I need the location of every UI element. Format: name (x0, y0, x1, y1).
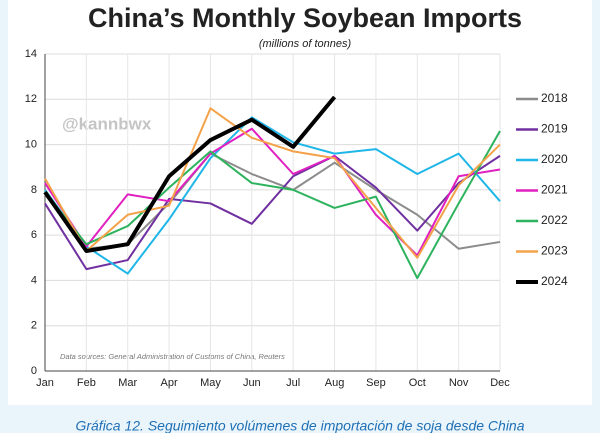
series-line (44, 107, 501, 259)
x-tick-label: Jul (286, 377, 300, 389)
watermark: @kannbwx (62, 114, 152, 133)
x-tick-label: Mar (118, 377, 137, 389)
series-line (44, 154, 501, 271)
x-tick-label: Jan (36, 377, 54, 389)
source-note: Data sources: General Administration of … (60, 352, 285, 361)
x-tick-label: Sep (366, 377, 386, 389)
x-tick-label: Aug (325, 377, 345, 389)
y-tick-label: 0 (31, 365, 37, 377)
x-tick-label: Oct (409, 377, 426, 389)
series-line (44, 130, 501, 280)
chart-title: China’s Monthly Soybean Imports (88, 3, 522, 33)
caption: Gráfica 12. Seguimiento volúmenes de imp… (75, 418, 524, 433)
y-tick-label: 6 (31, 229, 37, 241)
legend-label: 2022 (541, 213, 568, 227)
chart-panel (8, 0, 592, 405)
series-line (43, 95, 337, 253)
y-tick-label: 4 (31, 274, 37, 286)
x-tick-label: Nov (449, 377, 469, 389)
series-line (44, 116, 501, 275)
x-tick-label: May (200, 377, 221, 389)
x-tick-label: Apr (161, 377, 178, 389)
chart-subtitle: (millions of tonnes) (259, 38, 352, 50)
legend-label: 2021 (541, 183, 568, 197)
y-tick-label: 12 (25, 93, 37, 105)
legend-label: 2019 (541, 122, 568, 136)
x-tick-label: Feb (77, 377, 96, 389)
series-line (44, 127, 501, 257)
legend-label: 2023 (541, 244, 568, 258)
y-tick-label: 10 (25, 138, 37, 150)
y-tick-label: 14 (25, 48, 37, 60)
y-tick-label: 8 (31, 184, 37, 196)
y-tick-label: 2 (31, 320, 37, 332)
x-tick-label: Dec (490, 377, 510, 389)
legend-label: 2018 (541, 91, 568, 105)
legend-label: 2024 (541, 274, 568, 288)
x-tick-label: Jun (243, 377, 261, 389)
legend-label: 2020 (541, 152, 568, 166)
